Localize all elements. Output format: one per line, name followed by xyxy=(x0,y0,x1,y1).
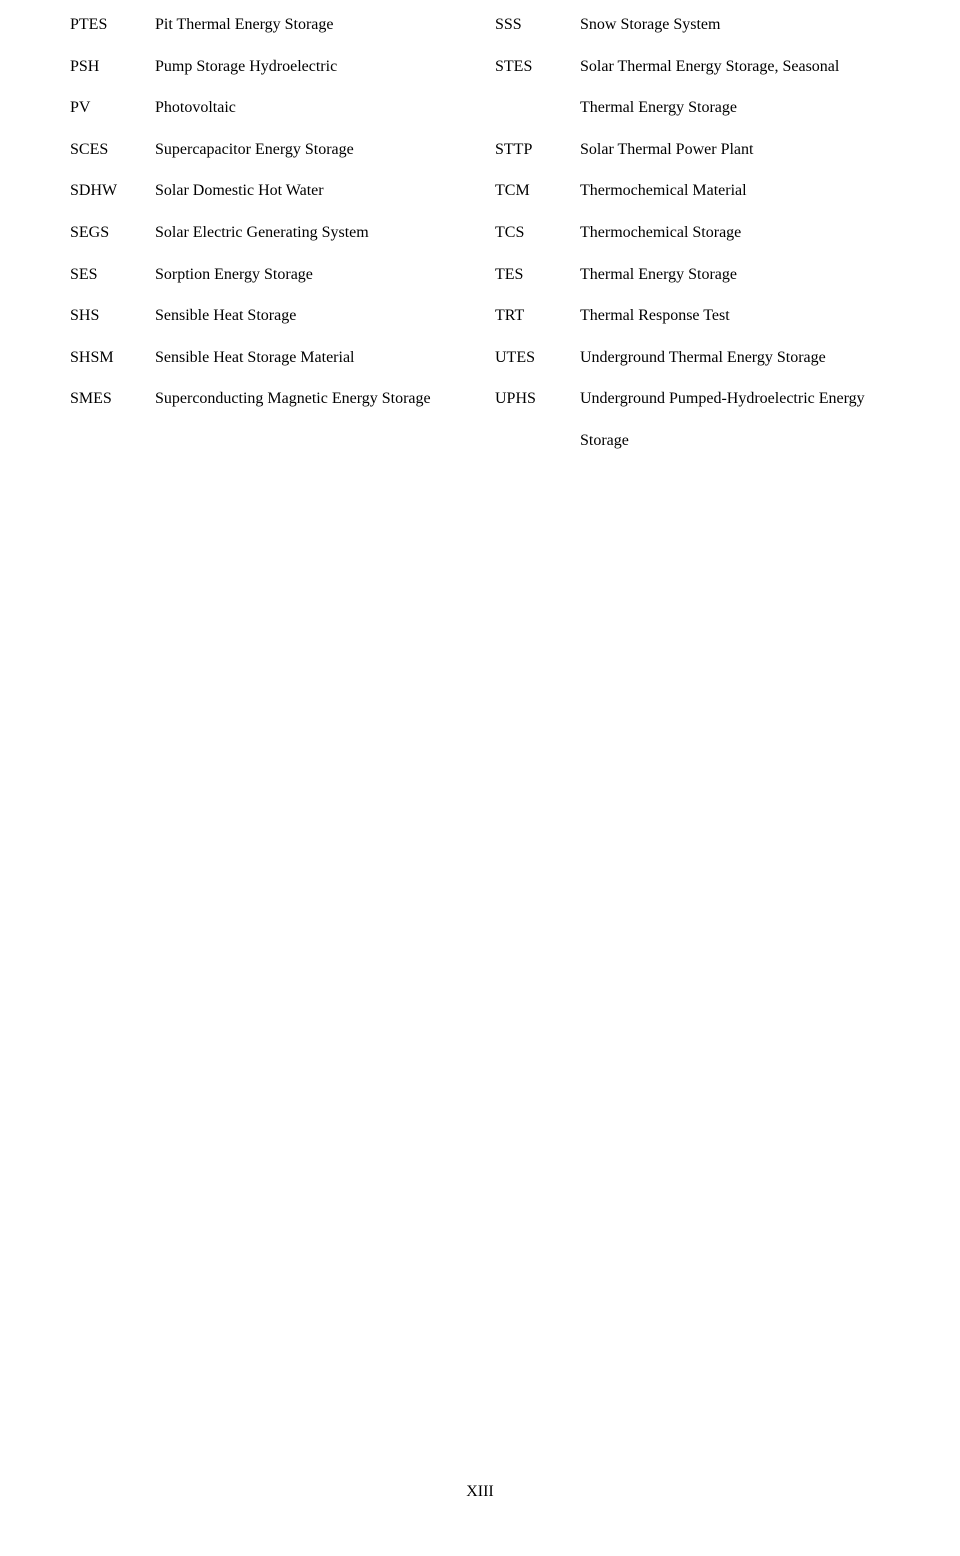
page-number: XIII xyxy=(0,1483,960,1501)
abbr: TCM xyxy=(495,170,580,212)
abbr-row: SDHW Solar Domestic Hot Water xyxy=(70,170,465,212)
abbr-row: STTP Solar Thermal Power Plant xyxy=(495,129,890,171)
definition: Sensible Heat Storage Material xyxy=(155,337,465,379)
definition: Thermochemical Storage xyxy=(580,212,890,254)
definition: Pump Storage Hydroelectric xyxy=(155,46,465,88)
definition: Solar Electric Generating System xyxy=(155,212,465,254)
abbr: PSH xyxy=(70,46,155,88)
abbr-row: UTES Underground Thermal Energy Storage xyxy=(495,337,890,379)
definition: Sorption Energy Storage xyxy=(155,254,465,296)
abbr-row: TES Thermal Energy Storage xyxy=(495,254,890,296)
abbr-row: TRT Thermal Response Test xyxy=(495,295,890,337)
abbr-row: SCES Supercapacitor Energy Storage xyxy=(70,129,465,171)
definition: Solar Thermal Energy Storage, Seasonal T… xyxy=(580,46,890,129)
definition: Snow Storage System xyxy=(580,4,890,46)
abbr-row: SHSM Sensible Heat Storage Material xyxy=(70,337,465,379)
abbreviation-columns: PTES Pit Thermal Energy Storage PSH Pump… xyxy=(70,4,890,462)
abbr-row: UPHS Underground Pumped-Hydroelectric En… xyxy=(495,378,890,461)
definition: Supercapacitor Energy Storage xyxy=(155,129,465,171)
abbr: PV xyxy=(70,87,155,129)
definition: Pit Thermal Energy Storage xyxy=(155,4,465,46)
abbr: SCES xyxy=(70,129,155,171)
definition: Sensible Heat Storage xyxy=(155,295,465,337)
abbr-row: SHS Sensible Heat Storage xyxy=(70,295,465,337)
definition: Thermal Response Test xyxy=(580,295,890,337)
abbr: STES xyxy=(495,46,580,88)
abbr: SDHW xyxy=(70,170,155,212)
abbr: SEGS xyxy=(70,212,155,254)
abbr: TRT xyxy=(495,295,580,337)
left-column: PTES Pit Thermal Energy Storage PSH Pump… xyxy=(70,4,465,462)
abbr: PTES xyxy=(70,4,155,46)
abbr: TES xyxy=(495,254,580,296)
abbr-row: PV Photovoltaic xyxy=(70,87,465,129)
abbr: STTP xyxy=(495,129,580,171)
abbr-row: SMES Superconducting Magnetic Energy Sto… xyxy=(70,378,465,420)
definition: Underground Pumped-Hydroelectric Energy … xyxy=(580,378,890,461)
definition: Superconducting Magnetic Energy Storage xyxy=(155,378,465,420)
abbr: SHS xyxy=(70,295,155,337)
abbr: SES xyxy=(70,254,155,296)
abbr-row: PTES Pit Thermal Energy Storage xyxy=(70,4,465,46)
definition: Thermochemical Material xyxy=(580,170,890,212)
abbr-row: TCM Thermochemical Material xyxy=(495,170,890,212)
abbr: SMES xyxy=(70,378,155,420)
abbr: SSS xyxy=(495,4,580,46)
abbr-row: SES Sorption Energy Storage xyxy=(70,254,465,296)
definition: Underground Thermal Energy Storage xyxy=(580,337,890,379)
abbr: UPHS xyxy=(495,378,580,420)
abbr-row: SEGS Solar Electric Generating System xyxy=(70,212,465,254)
abbr: SHSM xyxy=(70,337,155,379)
abbr-row: TCS Thermochemical Storage xyxy=(495,212,890,254)
abbr: UTES xyxy=(495,337,580,379)
abbr: TCS xyxy=(495,212,580,254)
abbr-row: SSS Snow Storage System xyxy=(495,4,890,46)
right-column: SSS Snow Storage System STES Solar Therm… xyxy=(495,4,890,462)
definition: Solar Domestic Hot Water xyxy=(155,170,465,212)
abbr-row: PSH Pump Storage Hydroelectric xyxy=(70,46,465,88)
abbr-row: STES Solar Thermal Energy Storage, Seaso… xyxy=(495,46,890,129)
definition: Solar Thermal Power Plant xyxy=(580,129,890,171)
definition: Thermal Energy Storage xyxy=(580,254,890,296)
definition: Photovoltaic xyxy=(155,87,465,129)
